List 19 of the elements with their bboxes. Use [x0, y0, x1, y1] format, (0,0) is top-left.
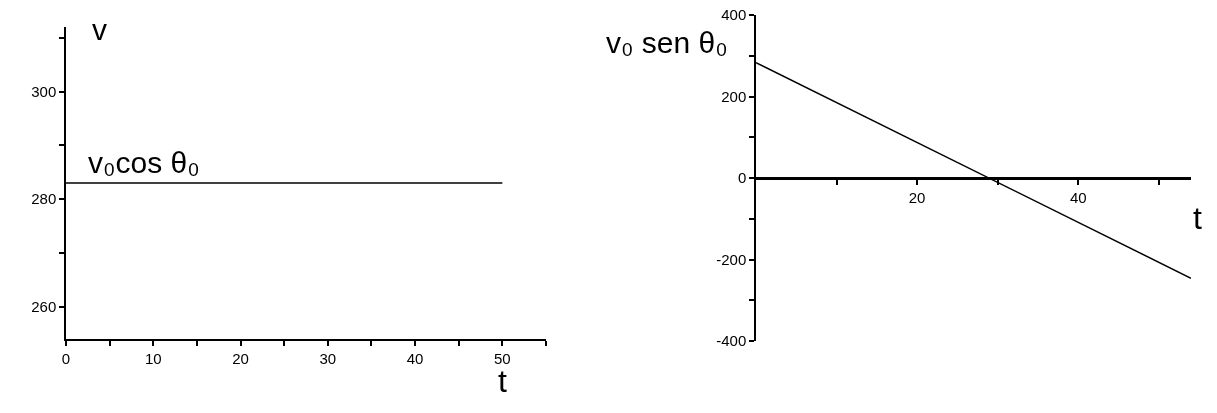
x-tick-label: 30 — [319, 350, 337, 367]
x-tick-label: 40 — [1069, 189, 1087, 206]
x-tick-label: 40 — [406, 350, 424, 367]
y-tick-label: 400 — [721, 6, 747, 24]
y-tick-label: 300 — [31, 82, 57, 100]
y-tick-label: 280 — [31, 190, 57, 208]
y-tick-label: 0 — [737, 169, 747, 187]
legend-label: v₀cos θ₀ — [88, 146, 200, 179]
x-tick-label: 20 — [908, 189, 926, 206]
x-tick-label: 10 — [144, 350, 162, 367]
y-tick-label: 260 — [31, 297, 57, 315]
x-axis-title: t — [1193, 200, 1202, 236]
y-tick-label: -400 — [716, 332, 747, 350]
y-axis-title: v — [92, 13, 107, 46]
y-axis-title: v₀ sen θ₀ — [606, 26, 728, 59]
x-tick-label: 20 — [232, 350, 249, 367]
y-tick-label: 200 — [721, 87, 747, 105]
y-tick-label: -200 — [716, 250, 747, 268]
x-tick-label: 0 — [61, 350, 71, 367]
